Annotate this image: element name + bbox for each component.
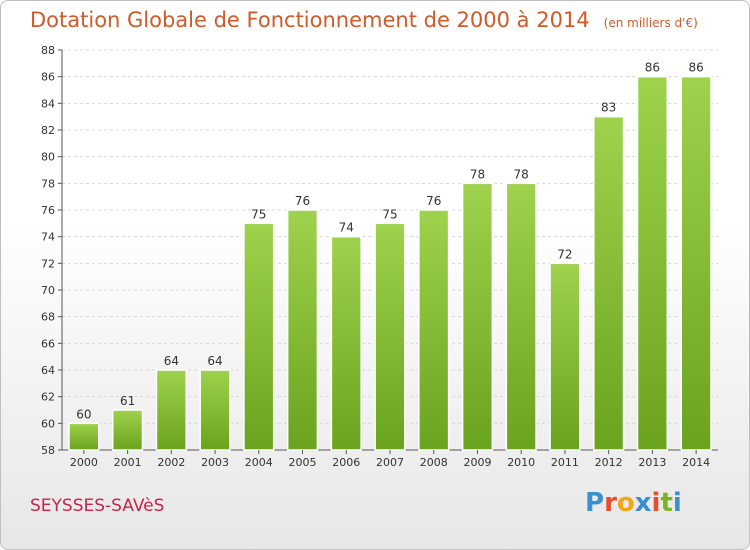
chart-title: Dotation Globale de Fonctionnement de 20… bbox=[30, 8, 698, 32]
x-tick-label: 2004 bbox=[245, 456, 273, 469]
bar bbox=[243, 222, 275, 451]
y-tick-label: 74 bbox=[41, 231, 55, 244]
bar bbox=[68, 422, 100, 451]
y-tick-label: 72 bbox=[41, 257, 55, 270]
x-tick-label: 2013 bbox=[638, 456, 666, 469]
y-tick-label: 86 bbox=[41, 71, 55, 84]
y-tick-label: 66 bbox=[41, 337, 55, 350]
bar bbox=[111, 409, 144, 451]
bar bbox=[374, 222, 406, 451]
bar-value-label: 61 bbox=[120, 394, 135, 408]
x-tick-label: 2003 bbox=[201, 456, 229, 469]
x-tick-label: 2006 bbox=[332, 456, 360, 469]
y-tick-label: 78 bbox=[41, 177, 55, 190]
y-tick-label: 62 bbox=[41, 391, 55, 404]
y-tick-label: 82 bbox=[41, 124, 55, 137]
logo-letter: i bbox=[651, 488, 661, 518]
bar-value-label: 60 bbox=[76, 407, 91, 421]
x-tick-label: 2010 bbox=[507, 456, 535, 469]
y-tick-label: 68 bbox=[41, 311, 55, 324]
bar bbox=[418, 209, 450, 451]
bar bbox=[199, 369, 231, 451]
bar bbox=[330, 235, 362, 451]
bar-value-label: 64 bbox=[164, 354, 179, 368]
x-tick-label: 2011 bbox=[551, 456, 579, 469]
bar-value-label: 78 bbox=[470, 167, 485, 181]
logo-letter: x bbox=[634, 488, 652, 518]
proxiti-logo: Proxiti bbox=[585, 488, 682, 518]
y-tick-label: 70 bbox=[41, 284, 55, 297]
x-tick-label: 2000 bbox=[70, 456, 98, 469]
bar bbox=[636, 75, 669, 451]
bar bbox=[286, 209, 319, 451]
x-tick-label: 2009 bbox=[463, 456, 491, 469]
y-tick-label: 64 bbox=[41, 364, 55, 377]
bar-value-label: 75 bbox=[251, 207, 266, 221]
bar bbox=[549, 262, 581, 451]
bar bbox=[593, 115, 625, 451]
logo-letter: r bbox=[604, 488, 617, 518]
y-tick-label: 80 bbox=[41, 151, 55, 164]
x-tick-label: 2001 bbox=[114, 456, 142, 469]
bar bbox=[505, 182, 537, 451]
x-tick-label: 2007 bbox=[376, 456, 404, 469]
bar-value-label: 78 bbox=[514, 167, 529, 181]
y-tick-label: 76 bbox=[41, 204, 55, 217]
logo-letter: i bbox=[672, 488, 682, 518]
bar bbox=[155, 369, 187, 451]
x-tick-label: 2005 bbox=[289, 456, 317, 469]
bar-value-label: 76 bbox=[295, 194, 310, 208]
x-tick-label: 2014 bbox=[682, 456, 710, 469]
bar-value-label: 64 bbox=[207, 354, 222, 368]
bar-value-label: 86 bbox=[645, 61, 660, 75]
chart-title-text: Dotation Globale de Fonctionnement de 20… bbox=[30, 8, 590, 32]
y-tick-label: 84 bbox=[41, 97, 55, 110]
commune-name: SEYSSES-SAVèS bbox=[30, 496, 165, 516]
y-tick-label: 60 bbox=[41, 417, 55, 430]
x-tick-label: 2002 bbox=[157, 456, 185, 469]
y-tick-label: 58 bbox=[41, 444, 55, 457]
bar-value-label: 72 bbox=[557, 247, 572, 261]
bar-value-label: 76 bbox=[426, 194, 441, 208]
bar-value-label: 83 bbox=[601, 101, 616, 115]
x-tick-label: 2008 bbox=[420, 456, 448, 469]
logo-letter: P bbox=[585, 488, 605, 518]
y-tick-label: 88 bbox=[41, 44, 55, 57]
logo-letter: o bbox=[616, 488, 635, 518]
bar bbox=[680, 75, 712, 451]
bar-value-label: 75 bbox=[382, 207, 397, 221]
x-tick-label: 2012 bbox=[595, 456, 623, 469]
bar-value-label: 86 bbox=[688, 61, 703, 75]
chart-subtitle: (en milliers d'€) bbox=[603, 16, 698, 30]
bar bbox=[461, 182, 494, 451]
bar-value-label: 74 bbox=[339, 221, 354, 235]
logo-letter: t bbox=[660, 488, 673, 518]
